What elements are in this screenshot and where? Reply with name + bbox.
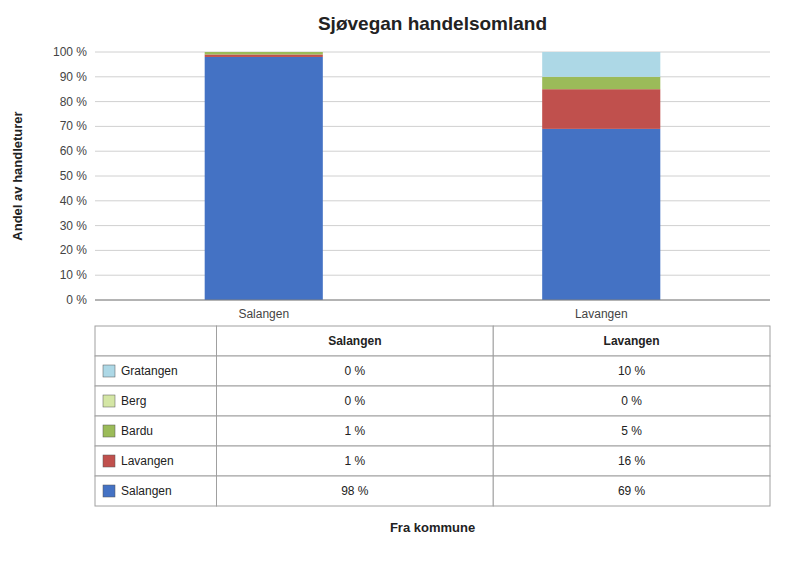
bar-segment	[205, 52, 323, 53]
bar-segment	[205, 57, 323, 300]
bar-segment	[542, 129, 660, 300]
table-cell	[493, 326, 770, 356]
table-value: 16 %	[618, 454, 646, 468]
y-axis-label: Andel av handleturer	[10, 111, 25, 240]
grid-line	[95, 300, 770, 301]
table-cell	[95, 326, 217, 356]
grid	[95, 52, 770, 300]
grid-line	[95, 76, 770, 77]
data-table: Salangen Lavangen Gratangen 0 % 10 % Berg 0 % 0…	[95, 326, 770, 506]
y-tick-label: 50 %	[60, 169, 88, 183]
bar-segment	[542, 89, 660, 129]
legend-swatch	[103, 455, 115, 467]
table-cell	[493, 446, 770, 476]
grid-line	[95, 126, 770, 127]
grid-line	[95, 176, 770, 177]
grid-line	[95, 225, 770, 226]
legend-label: Berg	[121, 394, 146, 408]
table-value: 0 %	[345, 394, 366, 408]
table-header: Salangen	[328, 334, 381, 348]
table-value: 5 %	[621, 424, 642, 438]
y-tick-label: 40 %	[60, 194, 88, 208]
grid-line	[95, 52, 770, 53]
legend-label: Gratangen	[121, 364, 178, 378]
table-cell	[493, 416, 770, 446]
table-cell	[217, 446, 494, 476]
table-cell	[95, 356, 217, 386]
table-cell	[217, 386, 494, 416]
y-tick-label: 100 %	[53, 45, 87, 59]
grid-line	[95, 151, 770, 152]
legend-label: Salangen	[121, 484, 172, 498]
chart: Sjøvegan handelsomland Andel av handletur…	[0, 0, 796, 564]
table-cell	[217, 326, 494, 356]
table-cell	[217, 356, 494, 386]
y-tick-label: 80 %	[60, 95, 88, 109]
table-value: 10 %	[618, 364, 646, 378]
table-cell	[493, 386, 770, 416]
table-cell	[217, 416, 494, 446]
bar-segment	[542, 52, 660, 77]
legend-swatch	[103, 395, 115, 407]
table-cell	[95, 386, 217, 416]
title: Sjøvegan handelsomland	[318, 13, 547, 34]
x-tick-label: Lavangen	[575, 307, 628, 321]
x-axis-line	[95, 300, 770, 301]
table-cell	[95, 416, 217, 446]
y-tick-label: 70 %	[60, 119, 88, 133]
grid-line	[95, 275, 770, 276]
x-ticks: Salangen Lavangen	[238, 307, 627, 321]
y-tick-label: 0 %	[66, 293, 87, 307]
legend-swatch	[103, 485, 115, 497]
y-ticks: 0 % 10 % 20 % 30 % 40 % 50 % 60 % 70 % 80 % 90 % 1…	[53, 45, 87, 307]
y-tick-label: 10 %	[60, 268, 88, 282]
table-cell	[217, 476, 494, 506]
table-cell	[493, 476, 770, 506]
legend-label: Bardu	[121, 424, 153, 438]
table-value: 0 %	[345, 364, 366, 378]
bar-segment	[542, 77, 660, 89]
table-header: Lavangen	[604, 334, 660, 348]
bars	[205, 52, 661, 300]
y-tick-label: 30 %	[60, 219, 88, 233]
grid-line	[95, 101, 770, 102]
y-tick-label: 20 %	[60, 243, 88, 257]
table-value: 1 %	[345, 454, 366, 468]
table-cell	[95, 446, 217, 476]
grid-line	[95, 250, 770, 251]
y-tick-label: 90 %	[60, 70, 88, 84]
table-cell	[493, 356, 770, 386]
y-tick-label: 60 %	[60, 144, 88, 158]
table-value: 98 %	[341, 484, 369, 498]
legend-label: Lavangen	[121, 454, 174, 468]
bar-segment	[205, 52, 323, 53]
legend-swatch	[103, 365, 115, 377]
grid-line	[95, 200, 770, 201]
table-value: 0 %	[621, 394, 642, 408]
table-value: 69 %	[618, 484, 646, 498]
x-tick-label: Salangen	[238, 307, 289, 321]
table-cell	[95, 476, 217, 506]
bar-segment	[205, 52, 323, 54]
table-value: 1 %	[345, 424, 366, 438]
bar-segment	[205, 54, 323, 56]
x-axis-label: Fra kommune	[390, 520, 475, 535]
legend-swatch	[103, 425, 115, 437]
